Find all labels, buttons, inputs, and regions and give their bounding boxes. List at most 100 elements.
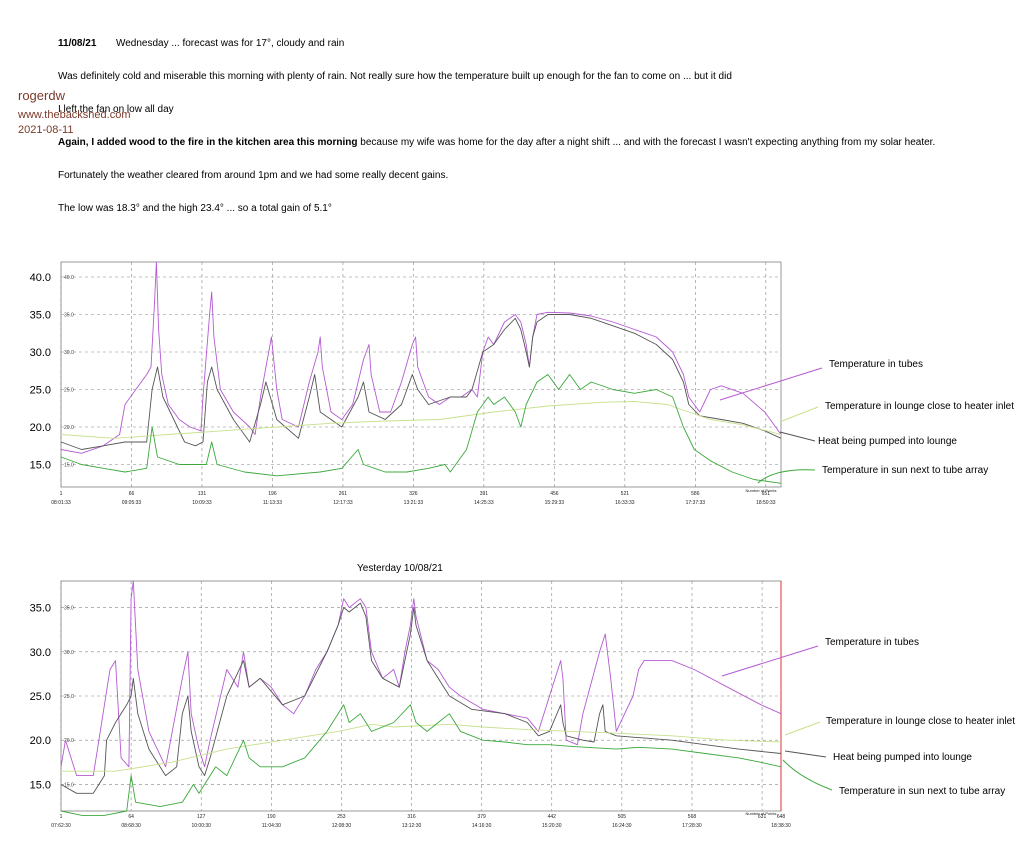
x-tick-time: 14:25:33 <box>474 500 494 506</box>
y-tick-label-inner: 30.0 <box>64 650 74 656</box>
x-tick-time: 12:17:33 <box>333 500 353 506</box>
x-tick-time: 15:29:33 <box>545 500 565 506</box>
paragraph-4: Fortunately the weather cleared from aro… <box>58 170 449 181</box>
series-line-tubes <box>60 580 782 777</box>
x-tick-time: 10:09:33 <box>192 500 212 506</box>
watermark-site: www.thebackshed.com <box>18 109 131 121</box>
x-tick-number: 253 <box>337 814 346 820</box>
connector-heat-1 <box>779 431 816 442</box>
y-tick-label-inner: 20.0 <box>64 425 74 431</box>
chart-1-label-sun: Temperature in sun next to tube array <box>822 465 989 476</box>
x-tick-time: 15:20:30 <box>542 823 562 829</box>
chart-2-label-heat: Heat being pumped into lounge <box>833 752 972 763</box>
x-tick-number: 131 <box>198 491 207 497</box>
x-tick-number: 442 <box>548 814 557 820</box>
chart-frame <box>60 261 782 488</box>
paragraph-3-rest: because my wife was home for the day aft… <box>357 137 936 148</box>
post-heading: 11/08/21 Wednesday ... forecast was for … <box>58 38 344 49</box>
x-tick-time: 14:16:30 <box>472 823 492 829</box>
x-tick-number: 190 <box>267 814 276 820</box>
connector-sun-2 <box>782 759 833 791</box>
chart-2-label-lounge: Temperature in lounge close to heater in… <box>826 716 1016 727</box>
x-tick-time: 17:28:30 <box>682 823 702 829</box>
x-tick-time: 16:33:33 <box>615 500 635 506</box>
series-line-lounge <box>61 723 782 772</box>
x-tick-number: 521 <box>621 491 630 497</box>
x-tick-number: 456 <box>550 491 559 497</box>
heading-text: Wednesday ... forecast was for 17°, clou… <box>115 38 345 49</box>
connector-lounge-1 <box>781 406 819 422</box>
y-tick-label-inner: 15.0 <box>64 782 74 788</box>
series-line-sun <box>60 704 782 816</box>
x-axis-note: Number of Points <box>746 488 777 493</box>
x-tick-time: 18:50:33 <box>756 500 776 506</box>
x-tick-time: 18:38:30 <box>771 823 791 829</box>
y-tick-label-inner: 30.0 <box>64 350 74 356</box>
chart-1-label-tubes: Temperature in tubes <box>829 359 923 370</box>
x-tick-number: 648 <box>777 814 786 820</box>
x-tick-time: 09:05:33 <box>122 500 142 506</box>
x-tick-time: 16:24:30 <box>612 823 632 829</box>
y-tick-label: 15.0 <box>30 460 51 472</box>
x-tick-time: 13:21:33 <box>404 500 424 506</box>
x-tick-number: 1 <box>60 491 63 497</box>
y-tick-label: 15.0 <box>30 779 51 791</box>
series-line-lounge <box>60 401 782 439</box>
chart-2: 35.0 35.0 30.0 30.0 25.0 25.0 20.0 20.0 15.0 15.0… <box>30 580 791 829</box>
paragraph-3: Again, I added wood to the fire in the k… <box>58 137 935 148</box>
x-tick-time: 11:04:30 <box>262 823 281 829</box>
x-axis-note: Number of Points <box>746 811 777 816</box>
chart-1: 40.0 40.0 35.0 35.0 30.0 30.0 25.0 25.0 20.0 20.0… <box>30 261 782 506</box>
x-tick-number: 64 <box>128 814 134 820</box>
x-tick-time: 11:13:33 <box>263 500 282 506</box>
paragraph-5: The low was 18.3° and the high 23.4° ...… <box>58 203 332 214</box>
series-line-heat <box>60 602 782 794</box>
connector-tubes-1 <box>719 367 823 401</box>
chart-2-label-sun: Temperature in sun next to tube array <box>839 786 1006 797</box>
y-tick-label: 25.0 <box>30 385 51 397</box>
y-tick-label: 20.0 <box>30 735 51 747</box>
y-tick-label: 35.0 <box>30 310 51 322</box>
y-tick-label-inner: 25.0 <box>64 694 74 700</box>
series-line-heat <box>60 314 782 450</box>
x-tick-number: 379 <box>477 814 486 820</box>
y-tick-label: 25.0 <box>30 691 51 703</box>
connector-tubes-2 <box>721 645 819 677</box>
y-tick-label: 40.0 <box>30 272 51 284</box>
x-tick-time: 13:12:30 <box>402 823 422 829</box>
series-line-sun <box>60 374 782 484</box>
x-tick-number: 261 <box>339 491 348 497</box>
chart-2-title: Yesterday 10/08/21 <box>357 563 443 574</box>
y-tick-label-inner: 35.0 <box>64 606 74 612</box>
y-tick-label: 30.0 <box>30 347 51 359</box>
x-tick-number: 127 <box>197 814 206 820</box>
x-tick-time: 08:01:33 <box>51 500 71 506</box>
x-tick-number: 651 <box>762 491 771 497</box>
y-tick-label: 30.0 <box>30 647 51 659</box>
chart-1-label-lounge: Temperature in lounge close to heater in… <box>825 401 1015 412</box>
x-tick-number: 586 <box>691 491 700 497</box>
x-tick-number: 66 <box>129 491 135 497</box>
y-tick-label: 35.0 <box>30 603 51 615</box>
chart-1-label-heat: Heat being pumped into lounge <box>818 436 957 447</box>
x-tick-time: 07:62:30 <box>51 823 71 829</box>
x-tick-number: 631 <box>758 814 767 820</box>
connector-sun-1 <box>757 469 816 484</box>
x-tick-number: 1 <box>60 814 63 820</box>
x-tick-time: 10:00:30 <box>191 823 211 829</box>
y-tick-label-inner: 15.0 <box>64 463 74 469</box>
x-tick-number: 196 <box>268 491 277 497</box>
connector-lounge-2 <box>784 721 821 736</box>
x-tick-time: 08:68:30 <box>121 823 141 829</box>
y-tick-label-inner: 20.0 <box>64 738 74 744</box>
x-tick-number: 391 <box>480 491 489 497</box>
chart-2-label-tubes: Temperature in tubes <box>825 637 919 648</box>
paragraph-3-bold: Again, I added wood to the fire in the k… <box>58 137 358 148</box>
watermark-date: 2021-08-11 <box>18 124 74 136</box>
y-tick-label-inner: 25.0 <box>64 388 74 394</box>
y-tick-label-inner: 40.0 <box>64 275 74 281</box>
y-tick-label: 20.0 <box>30 422 51 434</box>
x-tick-number: 505 <box>618 814 627 820</box>
watermark-user: rogerdw <box>18 88 65 103</box>
